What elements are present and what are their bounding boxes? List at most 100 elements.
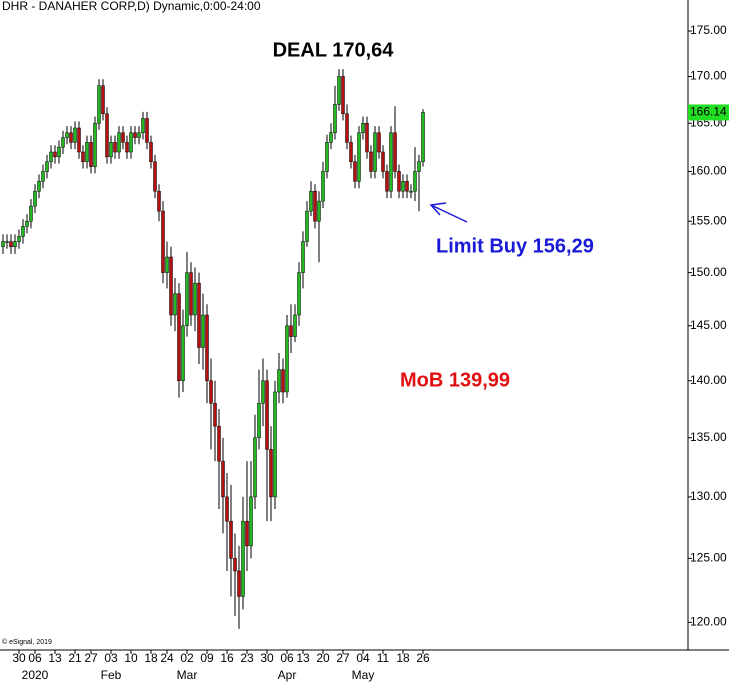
x-tick-label: 10 (124, 651, 138, 665)
candle-body (281, 369, 285, 393)
y-tick-label: 175.00 (690, 23, 727, 37)
candle-body (385, 171, 389, 192)
y-tick-label: 130.00 (690, 489, 727, 503)
candle-body (305, 210, 309, 242)
candle-body (321, 171, 325, 202)
candle-body (241, 520, 245, 597)
annotation: Limit Buy 156,29 (436, 235, 594, 257)
candle-body (37, 181, 41, 192)
y-tick-label: 160.00 (690, 164, 727, 178)
candle-body (217, 425, 221, 462)
last-price-label: 166.14 (690, 105, 727, 119)
annotation: DEAL 170,64 (273, 39, 395, 61)
candle-body (161, 210, 165, 273)
candle-body (313, 190, 317, 222)
candle-body (309, 190, 313, 212)
period-label: Feb (101, 668, 122, 682)
period-label: 2020 (22, 668, 49, 682)
x-tick-label: 09 (200, 651, 214, 665)
candle-body (177, 293, 181, 381)
x-tick-label: 27 (336, 651, 350, 665)
candle-body (165, 256, 169, 273)
candle-body (289, 325, 293, 337)
candle-body (189, 272, 193, 316)
candle-body (245, 520, 249, 547)
candle-body (117, 132, 121, 153)
period-label: Mar (177, 668, 198, 682)
candle-body (277, 369, 281, 393)
y-tick-label: 170.00 (690, 69, 727, 83)
x-tick-label: 21 (68, 651, 82, 665)
candle-body (333, 104, 337, 134)
x-tick-label: 06 (280, 651, 294, 665)
candle-body (381, 151, 385, 172)
x-tick-label: 30 (260, 651, 274, 665)
candle-body (421, 112, 425, 162)
x-tick-label: 16 (220, 651, 234, 665)
candle-body (249, 496, 253, 547)
x-tick-label: 23 (240, 651, 254, 665)
candle-body (101, 85, 105, 115)
candle-body (33, 190, 37, 207)
candle-body (77, 127, 81, 153)
candle-body (45, 161, 49, 172)
arrow (429, 202, 468, 223)
x-tick-label: 30 (12, 651, 26, 665)
candle-body (225, 496, 229, 522)
candle-body (113, 142, 117, 153)
candle-body (253, 437, 257, 498)
candle-body (81, 151, 85, 162)
chart-title: DHR - DANAHER CORP,D) Dynamic,0:00-24:00 (2, 0, 261, 13)
x-tick-label: 03 (104, 651, 118, 665)
x-tick-label: 11 (377, 651, 390, 665)
candle-body (297, 272, 301, 316)
candle-body (181, 325, 185, 381)
candle-body (9, 241, 13, 247)
candle-body (205, 314, 209, 381)
candle-body (21, 226, 25, 237)
candle-body (13, 241, 17, 247)
candle-body (397, 171, 401, 192)
candle-body (157, 190, 161, 212)
candle-body (85, 142, 89, 162)
candle-body (337, 76, 341, 105)
candle-body (265, 380, 269, 450)
candle-body (273, 391, 277, 498)
candle-body (1, 241, 5, 247)
candle-body (125, 142, 129, 153)
candle-body (221, 460, 225, 498)
candle-body (317, 200, 321, 222)
candle-body (201, 314, 205, 348)
candle-body (173, 293, 177, 316)
x-tick-label: 04 (356, 651, 370, 665)
x-tick-label: 24 (160, 651, 174, 665)
candle-body (237, 570, 241, 597)
candle-body (301, 241, 305, 273)
candle-body (129, 132, 133, 153)
y-tick-label: 120.00 (690, 615, 727, 629)
y-tick-label: 140.00 (690, 373, 727, 387)
candle-body (105, 113, 109, 158)
candle-body (369, 151, 373, 172)
x-tick-label: 26 (416, 651, 430, 665)
candle-body (49, 151, 53, 162)
candle-body (193, 282, 197, 316)
y-tick-label: 155.00 (690, 213, 727, 227)
candle-body (41, 171, 45, 182)
candle-body (389, 132, 393, 192)
candle-body (413, 171, 417, 192)
candle-body (197, 282, 201, 348)
candle-body (25, 220, 29, 227)
x-tick-label: 13 (296, 651, 310, 665)
candle-body (361, 122, 365, 134)
candle-body (65, 132, 69, 138)
candle-body (341, 76, 345, 115)
candle-body (269, 449, 273, 498)
period-label: May (352, 668, 375, 682)
candle-body (329, 132, 333, 143)
candle-body (121, 132, 125, 143)
candle-body (73, 127, 77, 143)
candle-body (185, 272, 189, 327)
x-tick-label: 18 (144, 651, 158, 665)
candle-body (233, 558, 237, 572)
